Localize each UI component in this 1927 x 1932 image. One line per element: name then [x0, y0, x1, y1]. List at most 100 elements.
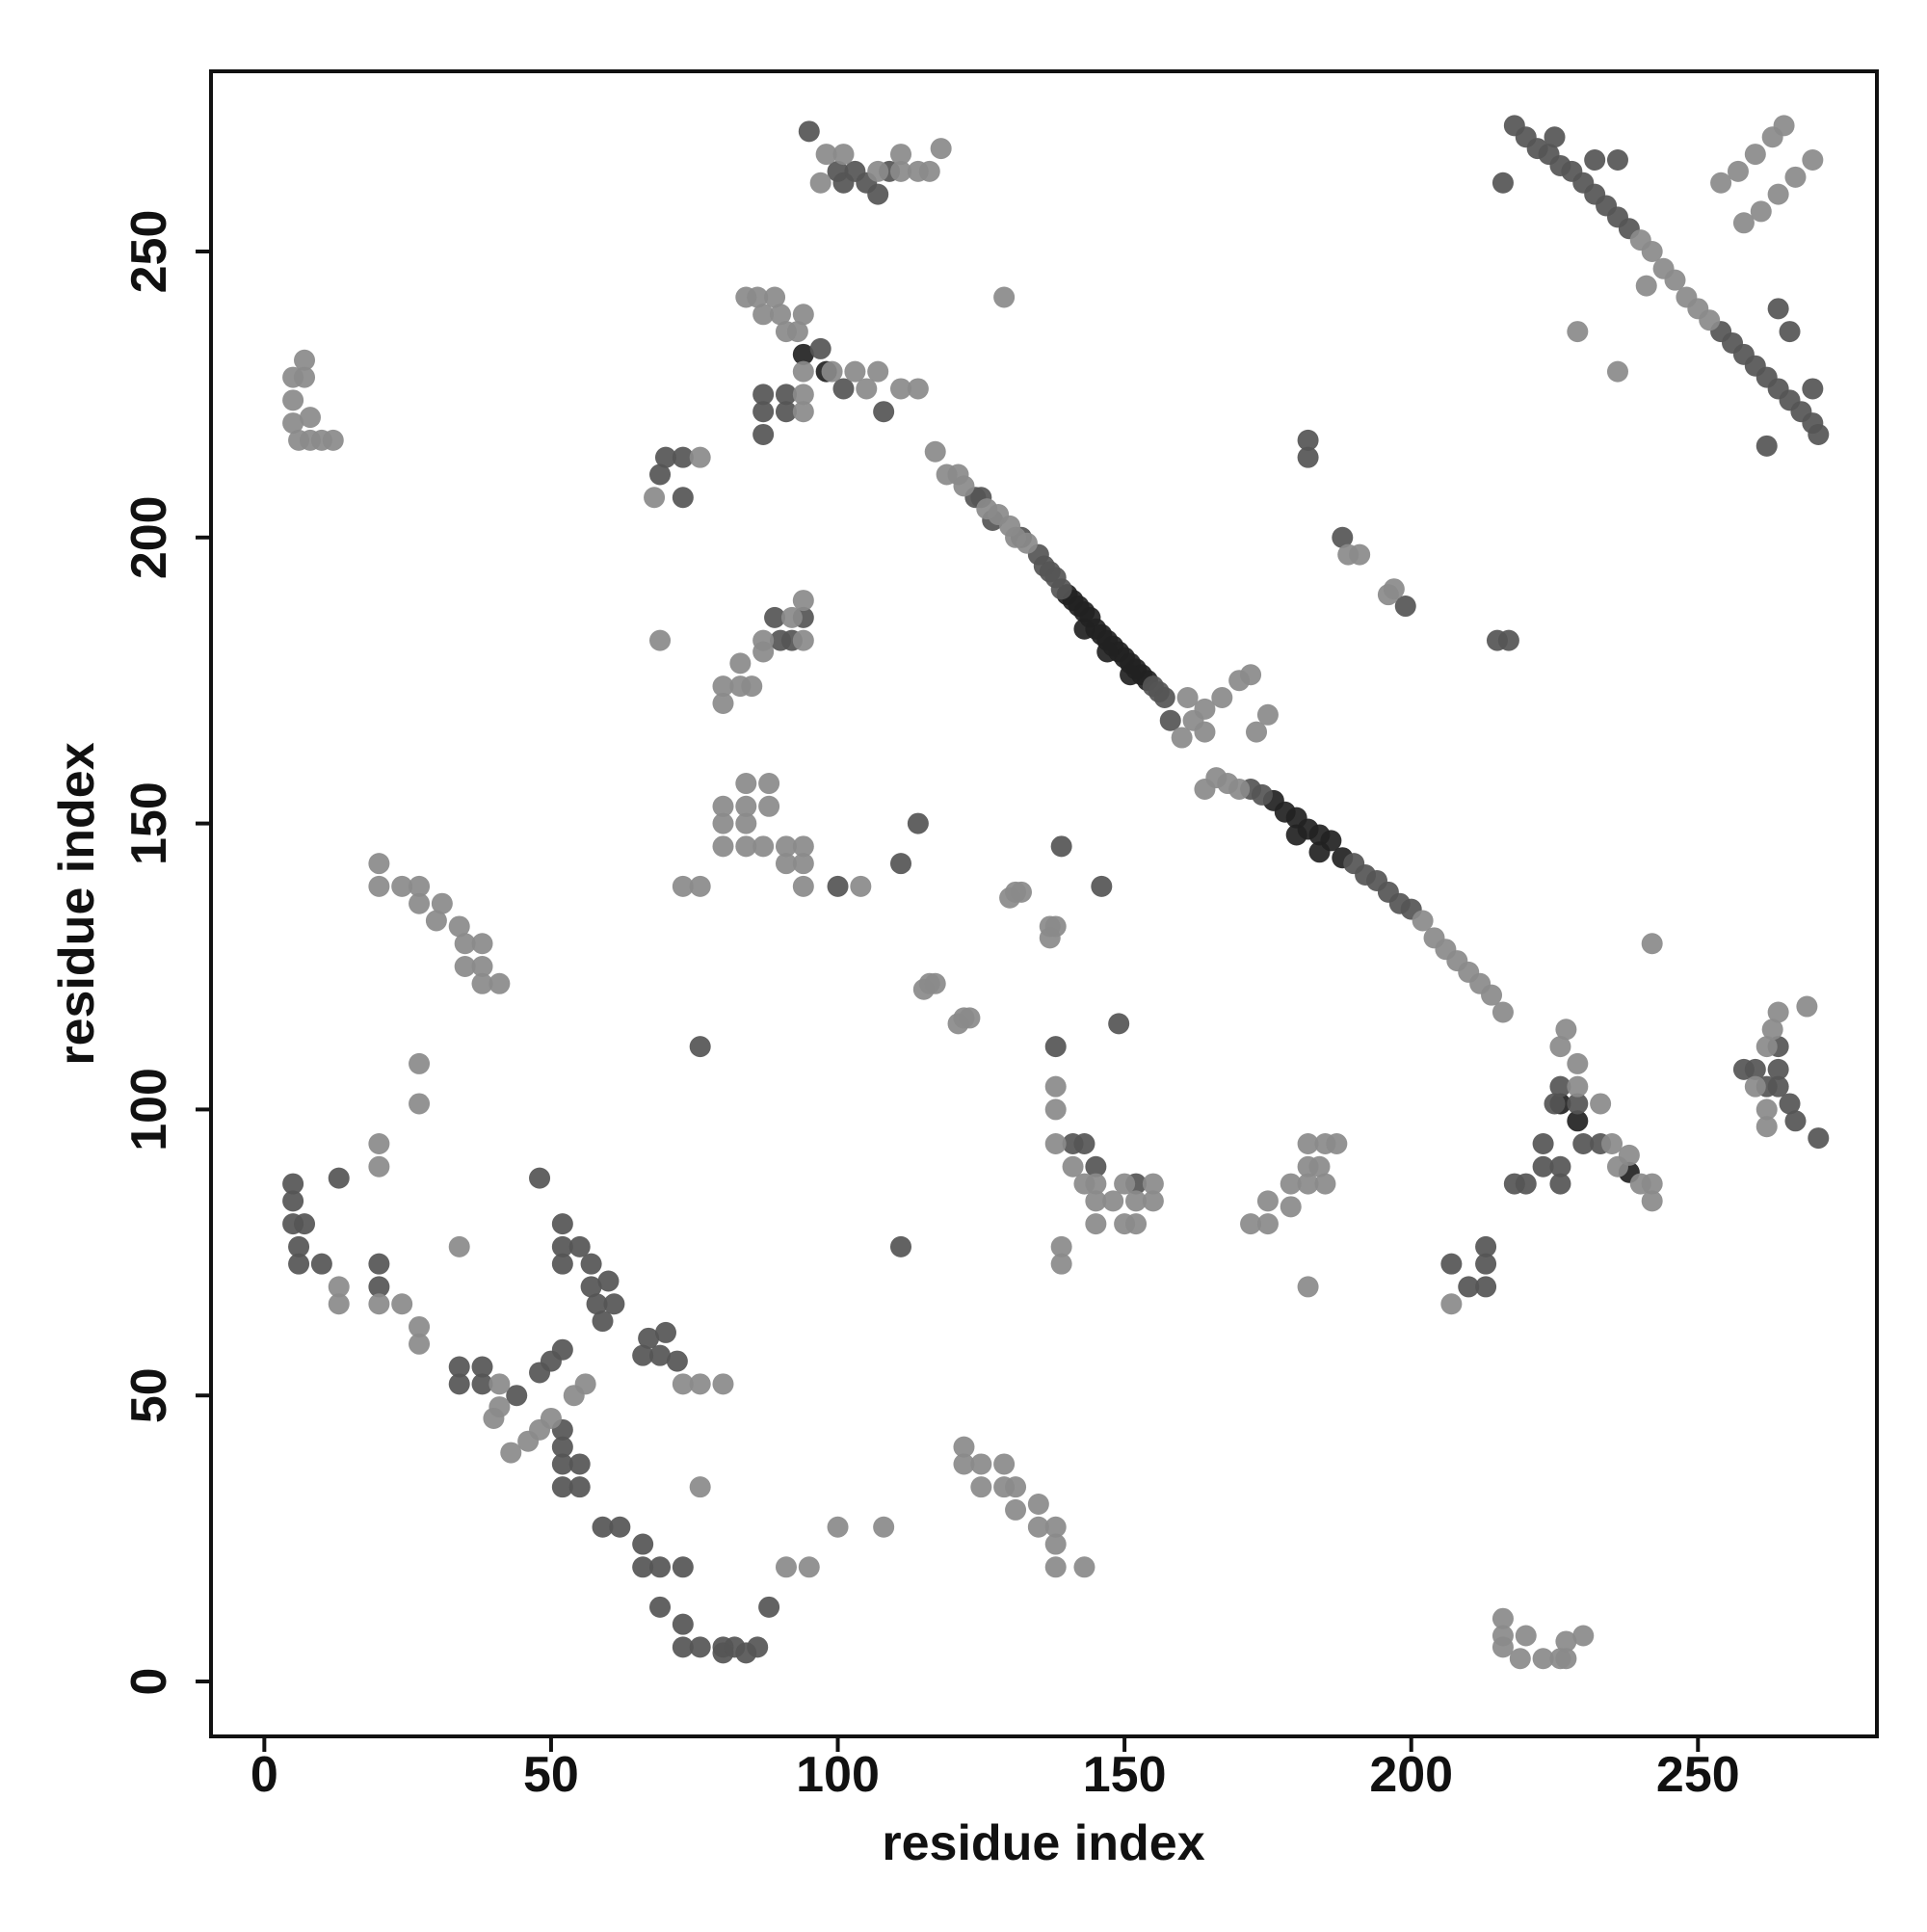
contact-point	[1491, 1607, 1514, 1629]
contact-point	[890, 853, 912, 875]
contact-point	[448, 1235, 470, 1257]
contact-point	[409, 892, 431, 914]
contact-point	[1475, 1276, 1497, 1298]
contact-point	[792, 853, 814, 875]
plot-frame	[209, 69, 1879, 1738]
contact-point	[551, 1476, 573, 1498]
contact-point	[1567, 1075, 1589, 1098]
contact-point	[907, 812, 929, 834]
contact-point	[1567, 1110, 1589, 1132]
contact-point	[1497, 629, 1519, 651]
contact-point	[483, 1407, 505, 1429]
contact-point	[1297, 1133, 1319, 1155]
contact-point	[1246, 721, 1268, 743]
contact-point	[1240, 664, 1262, 686]
contact-point	[1280, 1196, 1302, 1218]
contact-point	[1802, 378, 1824, 400]
contact-point	[1808, 423, 1830, 445]
contact-point	[924, 972, 946, 994]
contact-point	[1779, 321, 1801, 343]
contact-point	[867, 160, 889, 182]
contact-point	[368, 875, 390, 897]
contact-point	[1044, 1075, 1067, 1098]
contact-point	[672, 1373, 694, 1395]
contact-point	[603, 1293, 625, 1315]
contact-point	[712, 675, 734, 698]
contact-point	[1549, 1173, 1571, 1195]
contact-point	[1572, 1133, 1595, 1155]
contact-point	[471, 933, 493, 955]
contact-point	[775, 401, 797, 423]
contact-point	[368, 1293, 390, 1315]
contact-point	[644, 487, 666, 509]
contact-point	[1096, 641, 1119, 663]
contact-point	[764, 606, 786, 628]
contact-point	[448, 915, 470, 938]
contact-point	[1555, 1019, 1577, 1041]
contact-point	[1635, 275, 1657, 297]
contact-point	[959, 1007, 981, 1029]
contact-point	[1710, 172, 1732, 194]
contact-point	[1572, 1625, 1595, 1647]
contact-point	[409, 875, 431, 897]
y-axis-title: residue index	[49, 742, 105, 1065]
contact-point	[1601, 1133, 1623, 1155]
contact-point	[758, 1596, 780, 1618]
contact-point	[1755, 435, 1778, 457]
contact-point	[1142, 1190, 1164, 1212]
contact-point	[752, 401, 775, 423]
contact-point	[586, 1293, 608, 1315]
contact-point	[712, 812, 734, 834]
contact-point	[1005, 1498, 1027, 1521]
contact-point	[649, 629, 672, 651]
x-tick-label: 200	[1369, 1747, 1453, 1803]
contact-point	[282, 412, 304, 435]
contact-point	[632, 1344, 654, 1366]
contact-point	[780, 606, 803, 628]
contact-point	[735, 812, 757, 834]
contact-point	[500, 1442, 522, 1464]
contact-point	[918, 160, 940, 182]
contact-point	[873, 401, 895, 423]
contact-point	[368, 1155, 390, 1178]
x-tick-label: 0	[251, 1747, 278, 1803]
contact-point	[890, 144, 912, 166]
contact-point	[632, 1533, 654, 1555]
contact-point	[1532, 1133, 1554, 1155]
contact-point	[328, 1167, 350, 1189]
contact-point	[448, 1356, 470, 1378]
contact-point	[1606, 360, 1628, 383]
contact-point	[391, 1293, 413, 1315]
contact-point	[1383, 578, 1405, 600]
contact-point	[1744, 144, 1766, 166]
contact-point	[1085, 1213, 1107, 1235]
contact-point	[288, 1235, 310, 1257]
contact-point	[1491, 172, 1514, 194]
contact-point	[1567, 1093, 1589, 1115]
contact-point	[1240, 1213, 1262, 1235]
contact-point	[282, 1190, 304, 1212]
contact-point	[568, 1476, 591, 1498]
contact-point	[1044, 1533, 1067, 1555]
contact-point	[1297, 429, 1319, 451]
contact-point	[1784, 166, 1807, 188]
contact-point	[924, 440, 946, 463]
contact-point	[850, 875, 872, 897]
contact-point	[890, 1235, 912, 1257]
contact-point	[672, 1556, 694, 1578]
contact-point	[970, 1453, 992, 1475]
contact-point	[672, 446, 694, 468]
contact-point	[1044, 1098, 1067, 1121]
contact-point	[1567, 321, 1589, 343]
contact-point	[488, 972, 511, 994]
contact-point	[1802, 149, 1824, 172]
contact-point	[1475, 1253, 1497, 1275]
contact-point	[649, 463, 672, 486]
contact-point	[747, 286, 769, 308]
contact-point	[1091, 875, 1113, 897]
contact-point	[832, 144, 855, 166]
contact-point	[454, 956, 476, 978]
contact-point	[792, 304, 814, 326]
